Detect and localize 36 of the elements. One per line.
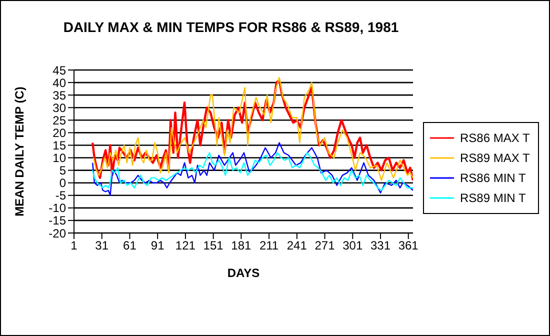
y-tick-label: 20: [52, 126, 66, 140]
x-tick-label: 121: [175, 238, 196, 253]
x-tick-label: 271: [314, 238, 336, 253]
y-tick-label: 5: [59, 164, 66, 178]
y-tick-label: 45: [52, 63, 66, 78]
x-tick-label: 301: [342, 238, 363, 253]
legend-label: RS86 MAX T: [460, 130, 530, 147]
y-tick-label: -15: [48, 214, 66, 228]
y-tick-label: 40: [52, 76, 66, 90]
y-tick-label: -20: [48, 226, 66, 240]
x-tick-label: 331: [370, 238, 391, 253]
x-axis-title: DAYS: [227, 266, 260, 280]
y-tick-label: 30: [52, 100, 66, 115]
y-tick-label: 35: [52, 88, 66, 102]
x-tick-label: 91: [150, 238, 165, 253]
legend-label: RS89 MIN T: [460, 190, 526, 207]
line-series: [92, 142, 413, 196]
x-tick-label: 361: [398, 238, 419, 253]
x-tick-label: 241: [286, 238, 308, 253]
x-tick-label: 181: [231, 238, 252, 253]
legend-label: RS89 MAX T: [460, 150, 530, 167]
x-tick-label: 31: [95, 238, 109, 253]
y-tick-label: 15: [52, 138, 66, 152]
x-tick-label: 61: [123, 238, 137, 253]
y-tick-label: 10: [52, 151, 66, 166]
y-tick-label: 0: [59, 176, 66, 190]
y-tick-label: -10: [48, 201, 66, 216]
y-axis-title: MEAN DAILY TEMP (C): [12, 86, 26, 216]
y-tick-label: 25: [52, 113, 66, 128]
x-tick-label: 1: [70, 238, 78, 253]
legend-label: RS86 MIN T: [460, 170, 526, 187]
y-tick-label: -5: [55, 188, 66, 203]
chart-title: DAILY MAX & MIN TEMPS FOR RS86 & RS89, 1981: [62, 19, 400, 35]
x-tick-label: 151: [203, 238, 224, 253]
x-tick-label: 211: [259, 238, 279, 253]
line-series: [92, 152, 413, 191]
